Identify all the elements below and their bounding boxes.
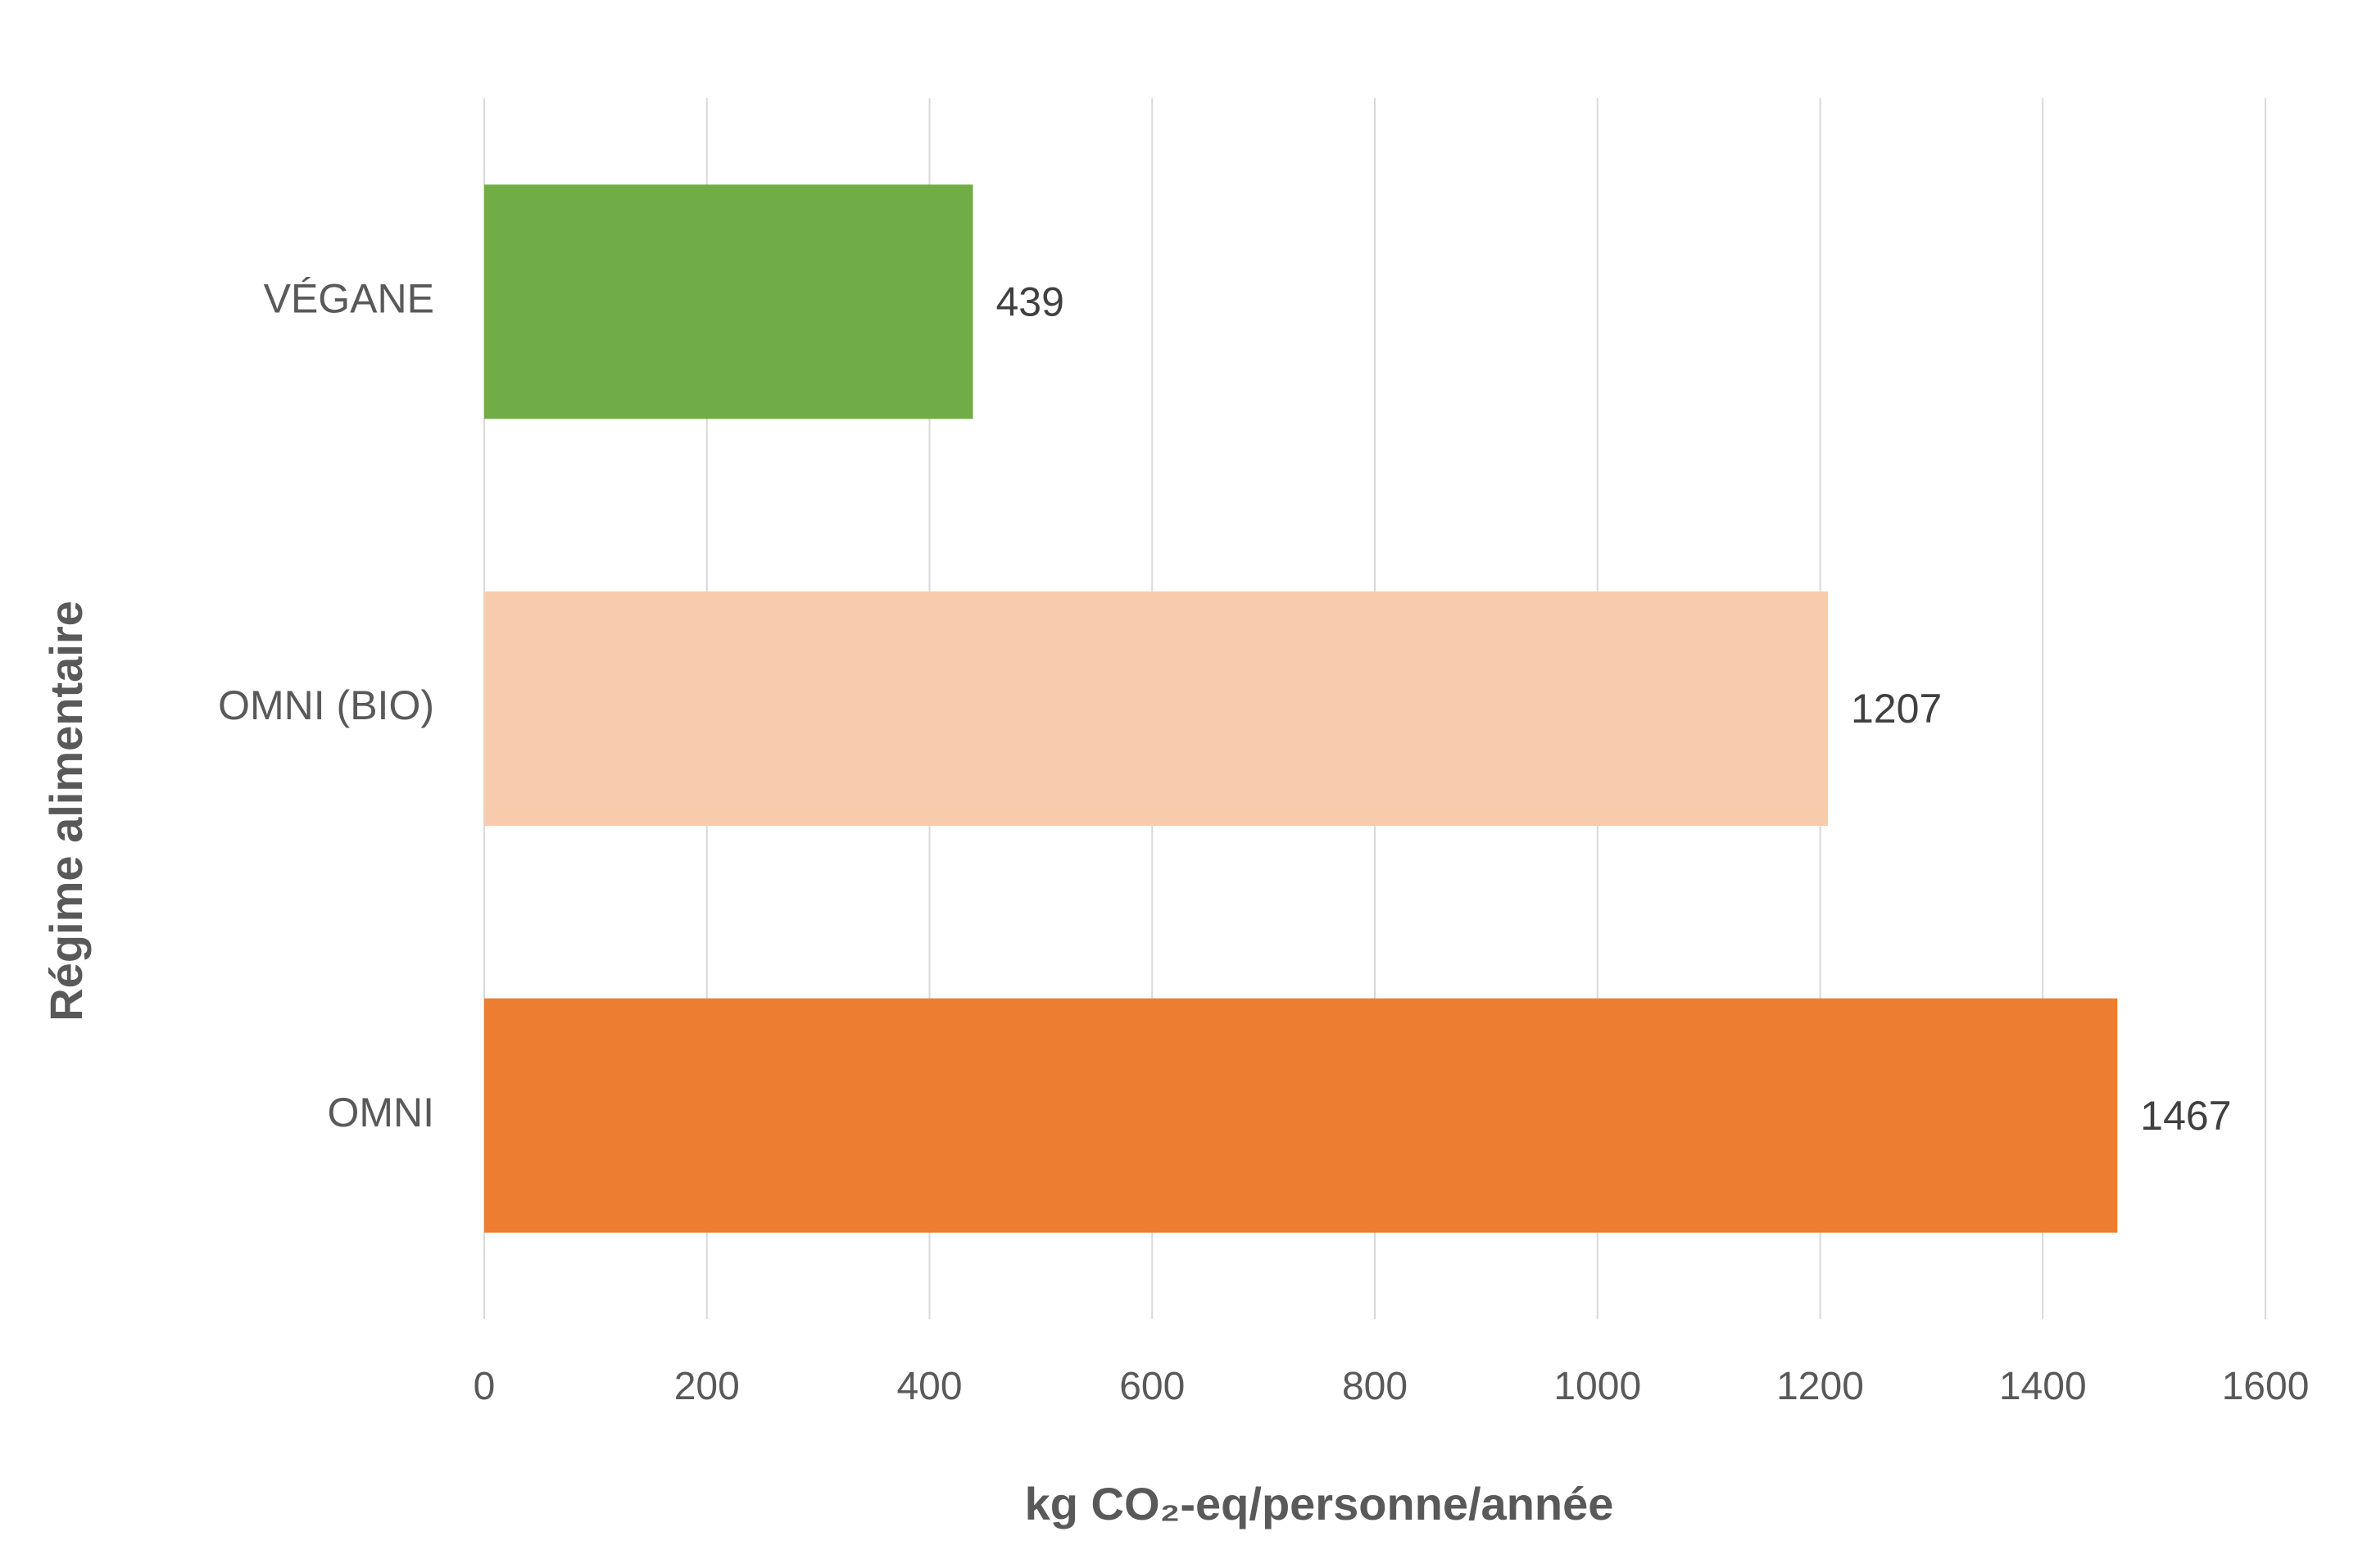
x-tick-label: 1000 (1553, 1365, 1641, 1408)
x-tick-label: 0 (474, 1365, 496, 1408)
x-tick-label: 400 (896, 1365, 962, 1408)
category-label: OMNI (BIO) (218, 682, 434, 728)
data-label: 1467 (2140, 1093, 2231, 1139)
bar (484, 998, 2118, 1233)
bar (484, 591, 1829, 826)
x-tick-label: 1400 (1999, 1365, 2087, 1408)
x-tick-label: 1600 (2222, 1365, 2310, 1408)
category-label: VÉGANE (264, 276, 434, 322)
x-tick-label: 200 (674, 1365, 740, 1408)
x-tick-label: 1200 (1776, 1365, 1864, 1408)
bar (484, 184, 973, 419)
bars (484, 184, 2118, 1233)
data-label: 439 (995, 279, 1063, 325)
data-label: 1207 (1851, 686, 1942, 732)
x-tick-label: 600 (1119, 1365, 1185, 1408)
category-label: OMNI (327, 1090, 434, 1135)
x-axis-title: kg CO₂-eq/personne/année (1025, 1478, 1614, 1529)
labels: 0 200 400 600 800 1000 1200 1400 1600 VÉGANE 439 OM… (218, 276, 2309, 1408)
y-axis-title: Régime alimentaire (40, 600, 92, 1022)
x-tick-label: 800 (1342, 1365, 1408, 1408)
